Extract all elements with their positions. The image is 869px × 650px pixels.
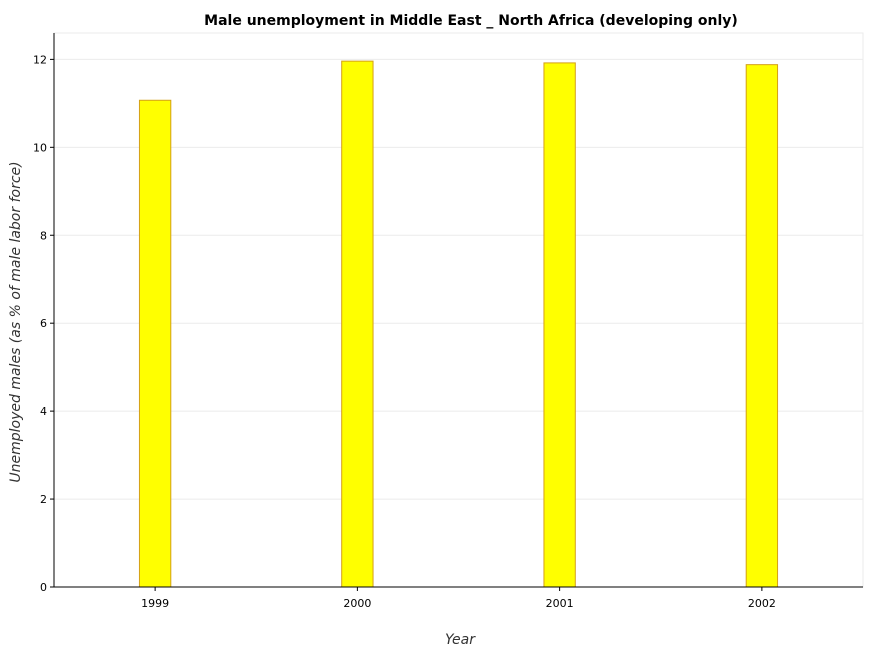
x-axis-label: Year	[445, 632, 476, 648]
y-tick-label: 8	[40, 229, 47, 242]
plot-frame	[53, 32, 864, 588]
y-tick-label: 0	[40, 581, 47, 594]
plot-area: 1999 2000 2001 2002 0 2 4 6 8 10 12	[33, 32, 864, 610]
bar	[341, 60, 374, 588]
bar	[745, 64, 779, 588]
x-tick-label: 2000	[343, 597, 371, 610]
bar	[138, 99, 172, 588]
y-tick-label: 12	[33, 53, 47, 66]
x-tick-label: 2001	[546, 597, 574, 610]
y-axis-label: Unemployed males (as % of male labor for…	[8, 161, 24, 482]
bar	[543, 62, 576, 588]
y-tick-label: 6	[40, 317, 47, 330]
x-tick-label: 2002	[748, 597, 776, 610]
y-tick-label: 4	[40, 405, 47, 418]
chart-title: Male unemployment in Middle East _ North…	[204, 13, 738, 29]
x-tick-label: 1999	[141, 597, 169, 610]
y-tick-label: 2	[40, 493, 47, 506]
y-tick-label: 10	[33, 141, 47, 154]
